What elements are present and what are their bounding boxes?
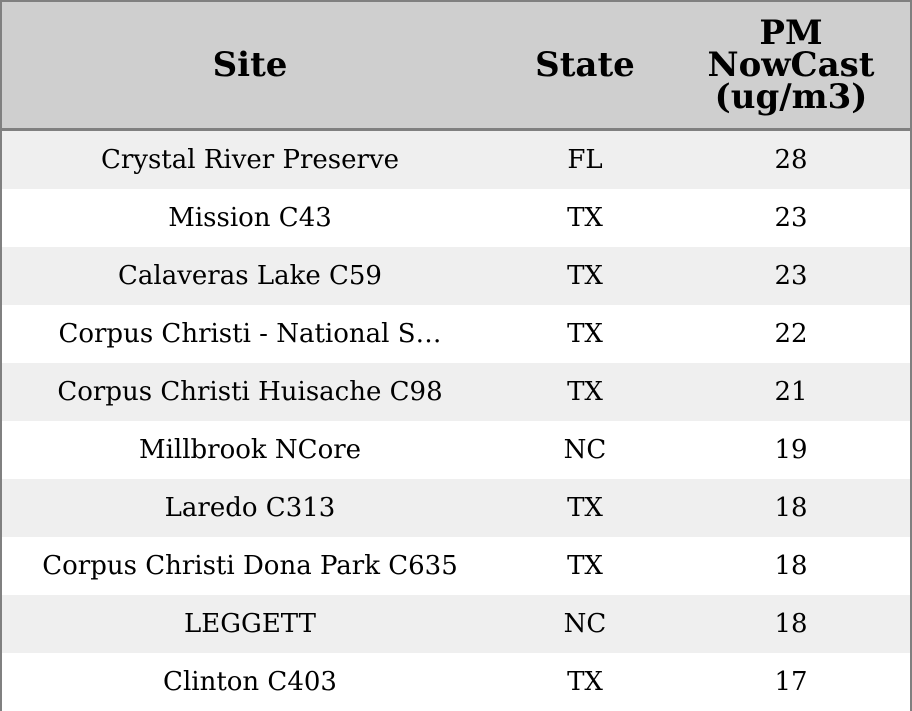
cell-site: Millbrook NCore [2, 421, 498, 479]
table-row: Calaveras Lake C59 TX 23 [2, 247, 910, 305]
cell-pm-nowcast-value: 19 [672, 421, 910, 479]
cell-site: Corpus Christi - National S… [2, 305, 498, 363]
table-row: LEGGETT NC 18 [2, 595, 910, 653]
cell-state: NC [498, 595, 672, 653]
cell-pm-nowcast-value: 23 [672, 189, 910, 247]
cell-state: TX [498, 363, 672, 421]
table-row: Corpus Christi Dona Park C635 TX 18 [2, 537, 910, 595]
cell-pm-nowcast-value: 18 [672, 537, 910, 595]
table-row: Mission C43 TX 23 [2, 189, 910, 247]
cell-state: TX [498, 537, 672, 595]
cell-pm-nowcast-value: 18 [672, 479, 910, 537]
cell-pm-nowcast-value: 22 [672, 305, 910, 363]
table-row: Clinton C403 TX 17 [2, 653, 910, 711]
table-row: Crystal River Preserve FL 28 [2, 129, 910, 189]
cell-site: Calaveras Lake C59 [2, 247, 498, 305]
cell-pm-nowcast-value: 23 [672, 247, 910, 305]
cell-pm-nowcast-value: 17 [672, 653, 910, 711]
cell-site: Corpus Christi Huisache C98 [2, 363, 498, 421]
cell-state: TX [498, 247, 672, 305]
table-row: Laredo C313 TX 18 [2, 479, 910, 537]
table-header-row: Site State PM NowCast (ug/m3) [2, 2, 910, 131]
cell-pm-nowcast-value: 28 [672, 129, 910, 189]
cell-pm-nowcast-value: 21 [672, 363, 910, 421]
cell-state: TX [498, 305, 672, 363]
column-header-state: State [498, 2, 672, 131]
cell-state: TX [498, 479, 672, 537]
cell-state: FL [498, 129, 672, 189]
cell-state: TX [498, 653, 672, 711]
cell-site: LEGGETT [2, 595, 498, 653]
cell-state: TX [498, 189, 672, 247]
table-row: Millbrook NCore NC 19 [2, 421, 910, 479]
column-header-site: Site [2, 2, 498, 131]
cell-site: Mission C43 [2, 189, 498, 247]
table-body: Crystal River Preserve FL 28 Mission C43 TX 2… [2, 129, 910, 711]
cell-pm-nowcast-value: 18 [672, 595, 910, 653]
cell-site: Clinton C403 [2, 653, 498, 711]
cell-state: NC [498, 421, 672, 479]
cell-site: Laredo C313 [2, 479, 498, 537]
table-row: Corpus Christi Huisache C98 TX 21 [2, 363, 910, 421]
column-header-pm-nowcast: PM NowCast (ug/m3) [672, 2, 910, 131]
cell-site: Crystal River Preserve [2, 129, 498, 189]
table-row: Corpus Christi - National S… TX 22 [2, 305, 910, 363]
cell-site: Corpus Christi Dona Park C635 [2, 537, 498, 595]
